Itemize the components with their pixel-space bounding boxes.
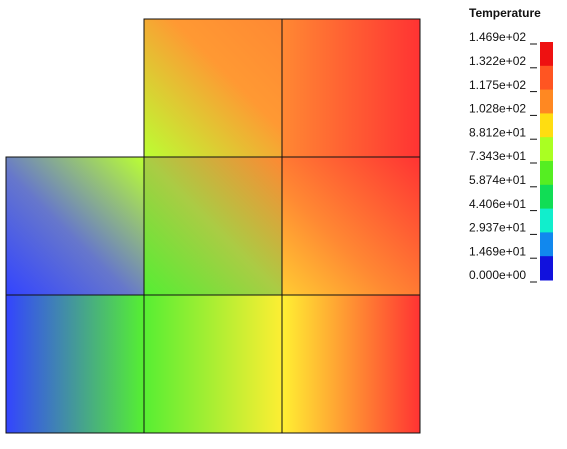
legend-label: 8.812e+01 [469,125,526,139]
legend-swatch [540,208,553,233]
legend-swatch [540,65,553,91]
cell [144,19,282,157]
legend-label: 1.028e+02 [469,102,526,116]
legend-swatch [540,161,553,186]
legend-swatch [540,232,553,257]
legend-label: 1.322e+02 [469,54,526,68]
legend-swatch [540,184,553,210]
legend-label: 0.000e+00 [469,268,526,282]
cell [6,295,420,433]
cell [144,157,282,295]
legend-title: Temperature [469,6,541,20]
legend-swatch [540,256,553,281]
legend-label: 7.343e+01 [469,149,526,163]
legend-swatch [540,137,553,162]
mesh [5,18,421,434]
legend-label: 1.469e+02 [469,30,526,44]
legend-swatch [540,89,553,114]
legend-label: 2.937e+01 [469,221,526,235]
legend-label: 1.469e+01 [469,244,526,258]
legend: 1.469e+02 1.322e+02 1.175e+02 1.028e+02 8.81… [469,30,553,283]
cell [6,157,144,295]
legend-label: 1.175e+02 [469,78,526,92]
cell [282,19,420,157]
cell [282,157,420,295]
legend-swatch [540,42,553,67]
legend-swatch [540,113,553,138]
legend-label: 4.406e+01 [469,197,526,211]
legend-label: 5.874e+01 [469,173,526,187]
